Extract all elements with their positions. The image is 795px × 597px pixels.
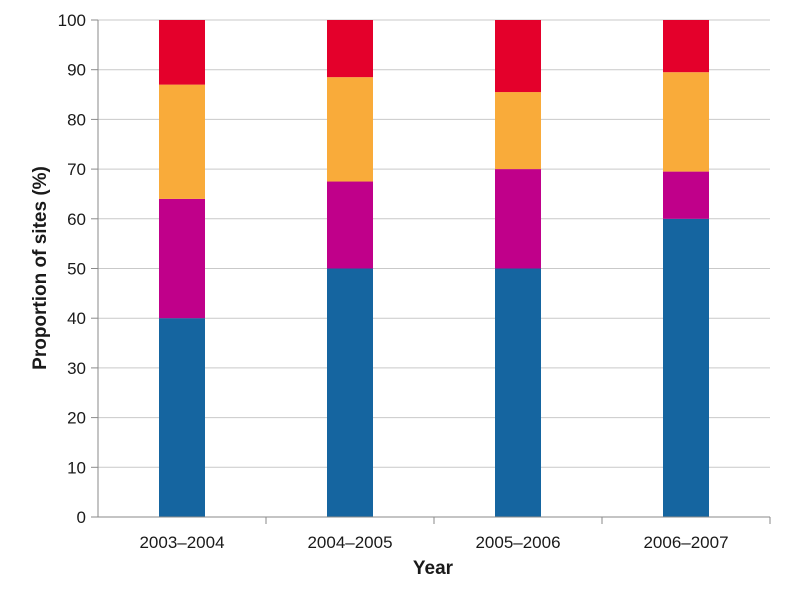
x-tick-label: 2003–2004 [139, 533, 224, 552]
bar-segment [159, 84, 205, 199]
y-tick-label: 60 [67, 210, 86, 229]
bar-segment [495, 20, 541, 93]
x-tick-label: 2006–2007 [643, 533, 728, 552]
bar-segment [159, 20, 205, 85]
bar-segment [663, 20, 709, 73]
x-axis-title: Year [413, 558, 454, 579]
y-tick-label: 50 [67, 260, 86, 279]
bar-segment [495, 92, 541, 170]
y-axis-title: Proportion of sites (%) [30, 166, 51, 370]
bars [159, 20, 709, 518]
y-tick-label: 80 [67, 110, 86, 129]
y-tick-label: 70 [67, 160, 86, 179]
bar-segment [327, 181, 373, 269]
tick-labels: 0 10 20 30 40 50 60 70 80 90 100 2003–2004 2004–2005… [58, 11, 729, 552]
bar-segment [159, 198, 205, 319]
x-tick-label: 2004–2005 [307, 533, 392, 552]
bar-segment [159, 318, 205, 517]
axes [91, 19, 771, 524]
y-tick-label: 90 [67, 61, 86, 80]
y-tick-label: 0 [77, 508, 86, 527]
bar-segment [663, 171, 709, 219]
x-tick-label: 2005–2006 [475, 533, 560, 552]
bar-segment [663, 72, 709, 172]
y-tick-label: 20 [67, 409, 86, 428]
bar-segment [495, 268, 541, 517]
y-tick-label: 100 [58, 11, 86, 30]
y-tick-label: 30 [67, 359, 86, 378]
bar-segment [495, 169, 541, 269]
bar-segment [327, 268, 373, 517]
bar-segment [663, 218, 709, 518]
y-tick-label: 10 [67, 458, 86, 477]
bar-segment [327, 20, 373, 78]
y-tick-label: 40 [67, 309, 86, 328]
gridlines [98, 19, 770, 468]
bar-segment [327, 77, 373, 182]
